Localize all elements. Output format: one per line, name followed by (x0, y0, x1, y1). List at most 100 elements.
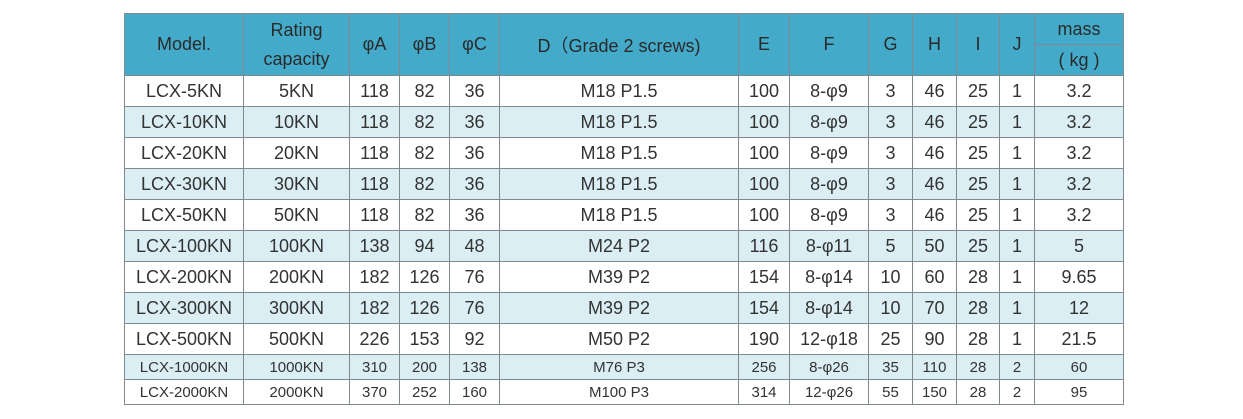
header-rating-capacity: Rating capacity (243, 13, 350, 76)
cell-phi-c: 36 (449, 106, 500, 138)
header-mass: mass (1034, 13, 1124, 45)
cell-g: 25 (868, 323, 913, 355)
cell-phi-c: 36 (449, 199, 500, 231)
cell-phi-c: 160 (449, 379, 500, 405)
cell-i: 25 (956, 75, 1000, 107)
cell-model: LCX-100KN (124, 230, 244, 262)
header-phi-a: φA (349, 13, 400, 76)
cell-f: 8-φ9 (789, 75, 869, 107)
cell-j: 1 (999, 106, 1035, 138)
header-rating-line1: Rating (270, 19, 323, 40)
cell-phi-c: 48 (449, 230, 500, 262)
cell-mass: 60 (1034, 354, 1124, 380)
cell-h: 50 (912, 230, 957, 262)
cell-e: 100 (738, 75, 790, 107)
table-body: LCX-5KN 5KN 118 82 36 M18 P1.5 100 8-φ9 3 46 25 1 3.… (124, 75, 1124, 405)
cell-f: 8-φ26 (789, 354, 869, 380)
header-i: I (956, 13, 1000, 76)
cell-phi-a: 118 (349, 137, 400, 169)
cell-f: 8-φ11 (789, 230, 869, 262)
cell-g: 10 (868, 261, 913, 293)
cell-rating-capacity: 200KN (243, 261, 350, 293)
cell-g: 3 (868, 199, 913, 231)
cell-phi-b: 82 (399, 75, 450, 107)
cell-rating-capacity: 100KN (243, 230, 350, 262)
cell-model: LCX-300KN (124, 292, 244, 324)
cell-d-thread: M50 P2 (499, 323, 739, 355)
cell-model: LCX-500KN (124, 323, 244, 355)
table-header: Model. Rating capacity φA φB φC D（Grade … (124, 13, 1124, 76)
cell-j: 1 (999, 137, 1035, 169)
cell-d-thread: M39 P2 (499, 261, 739, 293)
cell-i: 25 (956, 199, 1000, 231)
cell-rating-capacity: 10KN (243, 106, 350, 138)
cell-model: LCX-20KN (124, 137, 244, 169)
table-row: LCX-10KN 10KN 118 82 36 M18 P1.5 100 8-φ9 3 46 25 1… (124, 106, 1124, 138)
cell-mass: 3.2 (1034, 199, 1124, 231)
header-phi-b: φB (399, 13, 450, 76)
cell-rating-capacity: 5KN (243, 75, 350, 107)
cell-j: 1 (999, 261, 1035, 293)
cell-rating-capacity: 30KN (243, 168, 350, 200)
cell-rating-capacity: 50KN (243, 199, 350, 231)
cell-phi-a: 138 (349, 230, 400, 262)
cell-d-thread: M18 P1.5 (499, 137, 739, 169)
table-row: LCX-20KN 20KN 118 82 36 M18 P1.5 100 8-φ9 3 46 25 1… (124, 137, 1124, 169)
cell-d-thread: M76 P3 (499, 354, 739, 380)
cell-phi-a: 226 (349, 323, 400, 355)
cell-mass: 12 (1034, 292, 1124, 324)
cell-e: 100 (738, 137, 790, 169)
cell-f: 8-φ9 (789, 137, 869, 169)
cell-h: 46 (912, 75, 957, 107)
cell-mass: 9.65 (1034, 261, 1124, 293)
cell-e: 154 (738, 261, 790, 293)
cell-j: 1 (999, 230, 1035, 262)
cell-h: 46 (912, 106, 957, 138)
cell-phi-c: 92 (449, 323, 500, 355)
header-h: H (912, 13, 957, 76)
table-row: LCX-2000KN 2000KN 370 252 160 M100 P3 314 12-φ2… (124, 379, 1124, 405)
cell-phi-b: 82 (399, 106, 450, 138)
cell-model: LCX-5KN (124, 75, 244, 107)
cell-phi-c: 36 (449, 75, 500, 107)
cell-phi-c: 76 (449, 261, 500, 293)
header-rating-line2: capacity (263, 48, 330, 69)
cell-d-thread: M18 P1.5 (499, 106, 739, 138)
cell-g: 5 (868, 230, 913, 262)
table-row: LCX-50KN 50KN 118 82 36 M18 P1.5 100 8-φ9 3 46 25 1… (124, 199, 1124, 231)
table-row: LCX-300KN 300KN 182 126 76 M39 P2 154 8-φ14 10 70… (124, 292, 1124, 324)
cell-g: 3 (868, 137, 913, 169)
cell-rating-capacity: 2000KN (243, 379, 350, 405)
cell-model: LCX-50KN (124, 199, 244, 231)
cell-phi-b: 200 (399, 354, 450, 380)
cell-i: 28 (956, 292, 1000, 324)
cell-rating-capacity: 300KN (243, 292, 350, 324)
cell-i: 25 (956, 137, 1000, 169)
cell-e: 190 (738, 323, 790, 355)
cell-e: 154 (738, 292, 790, 324)
cell-h: 46 (912, 199, 957, 231)
cell-d-thread: M100 P3 (499, 379, 739, 405)
cell-j: 1 (999, 323, 1035, 355)
table-row: LCX-5KN 5KN 118 82 36 M18 P1.5 100 8-φ9 3 46 25 1 3.… (124, 75, 1124, 107)
cell-g: 55 (868, 379, 913, 405)
cell-g: 3 (868, 75, 913, 107)
cell-mass: 21.5 (1034, 323, 1124, 355)
table-row: LCX-200KN 200KN 182 126 76 M39 P2 154 8-φ14 10 60… (124, 261, 1124, 293)
cell-j: 1 (999, 168, 1035, 200)
cell-model: LCX-10KN (124, 106, 244, 138)
cell-phi-a: 118 (349, 199, 400, 231)
cell-rating-capacity: 20KN (243, 137, 350, 169)
header-model: Model. (124, 13, 244, 76)
cell-h: 60 (912, 261, 957, 293)
cell-i: 28 (956, 261, 1000, 293)
cell-e: 256 (738, 354, 790, 380)
cell-d-thread: M18 P1.5 (499, 168, 739, 200)
cell-j: 1 (999, 75, 1035, 107)
cell-g: 10 (868, 292, 913, 324)
cell-h: 110 (912, 354, 957, 380)
cell-rating-capacity: 500KN (243, 323, 350, 355)
cell-phi-b: 126 (399, 261, 450, 293)
cell-j: 1 (999, 199, 1035, 231)
cell-phi-a: 310 (349, 354, 400, 380)
